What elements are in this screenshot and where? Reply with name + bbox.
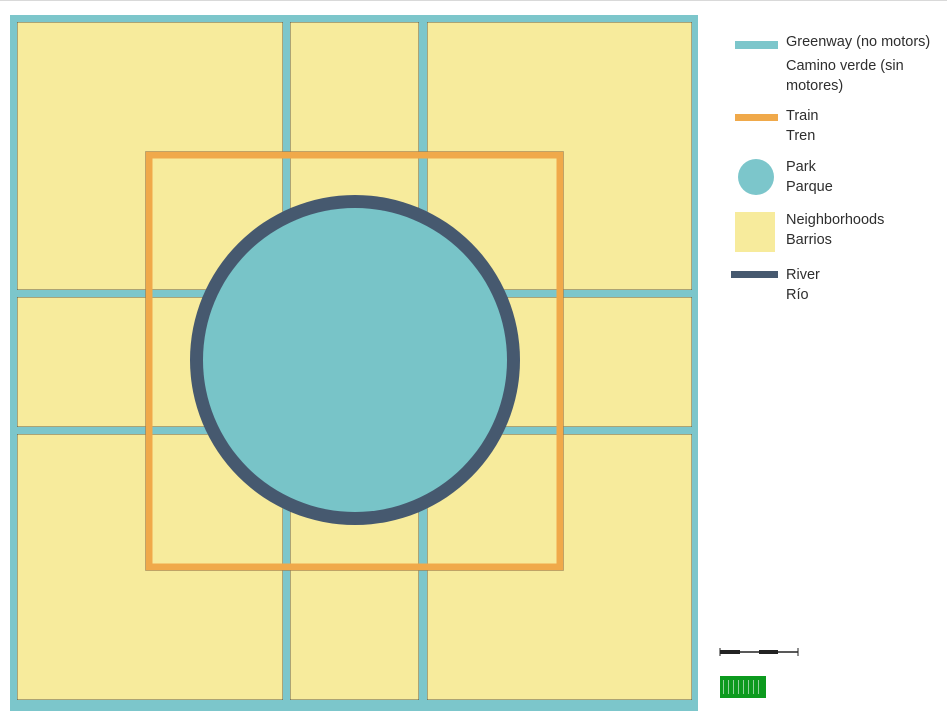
legend-text-es: Barrios — [786, 232, 832, 248]
city-map — [10, 15, 698, 711]
train-line-icon — [735, 114, 778, 121]
legend-item-neighborhoods: Neighborhoods Barrios — [720, 210, 945, 254]
train-line-outline — [145, 151, 564, 571]
legend-text-en: River — [786, 267, 820, 283]
legend-label-river: River Río — [786, 265, 820, 305]
park-circle-icon — [738, 159, 774, 195]
scale-bar-icon — [719, 648, 799, 656]
neighborhood-square-icon — [735, 212, 775, 252]
top-border — [0, 0, 947, 1]
greenway-border-right — [692, 15, 698, 711]
legend-text-es: motores) — [786, 78, 844, 94]
green-badge-icon — [720, 676, 766, 698]
river-line-icon — [731, 271, 778, 278]
legend-item-park: Park Parque — [720, 157, 945, 199]
greenway-line-icon — [735, 41, 778, 49]
legend-text-en: Greenway (no motors) — [786, 34, 931, 50]
legend-text-en: Park — [786, 159, 816, 175]
legend-text-es: Tren — [786, 128, 816, 144]
legend-text-es: Parque — [786, 179, 833, 195]
legend-text-es: Río — [786, 287, 809, 303]
park-circle — [203, 208, 507, 512]
greenway-border-left — [10, 15, 17, 711]
greenway-border-bottom — [10, 700, 698, 711]
legend-item-greenway: Greenway (no motors) Camino verde (sin m… — [720, 32, 945, 102]
legend-label-park: Park Parque — [786, 157, 833, 197]
legend-item-river: River Río — [720, 265, 945, 307]
legend-text-en: Train — [786, 108, 819, 124]
greenway-border-top — [10, 15, 698, 22]
legend-label-greenway: Greenway (no motors) Camino verde (sin m… — [786, 32, 930, 96]
legend-item-train: Train Tren — [720, 106, 945, 148]
legend-text-en: Neighborhoods — [786, 212, 885, 228]
legend-label-neighborhoods: Neighborhoods Barrios — [786, 210, 884, 250]
legend-label-train: Train Tren — [786, 106, 819, 146]
train-line — [145, 151, 564, 571]
legend-text-es: Camino verde (sin — [786, 58, 904, 74]
